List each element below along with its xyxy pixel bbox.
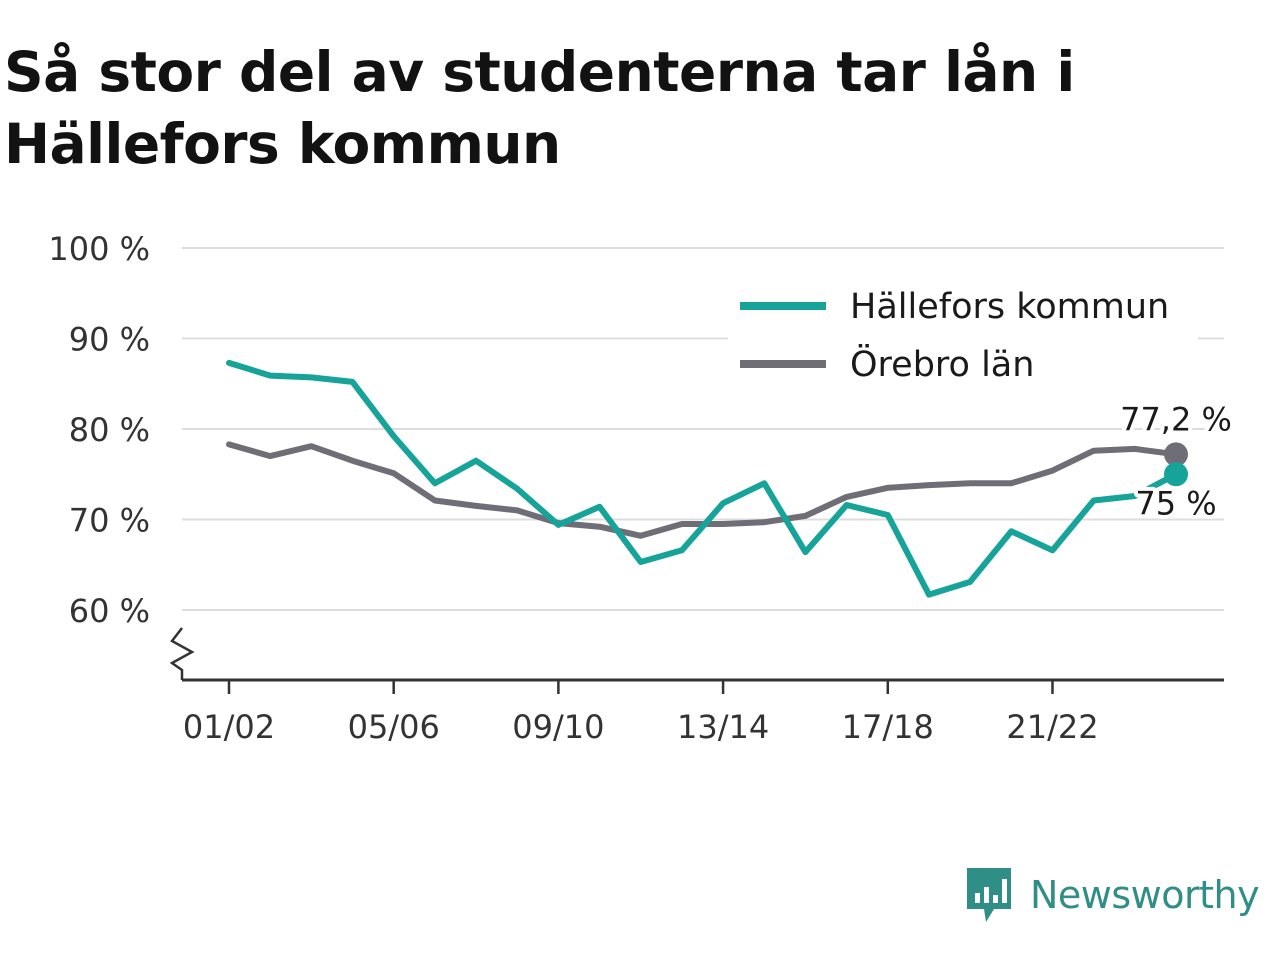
brand-name: Newsworthy: [1030, 873, 1260, 917]
legend-background: [728, 276, 1198, 398]
legend: Hällefors kommun Örebro län: [728, 276, 1198, 398]
series-line-orebro: [226, 441, 1179, 539]
axes: [169, 627, 1224, 682]
x-axis-ticks: 01/02 05/06 09/10 13/14 17/18 21/22: [183, 680, 1099, 746]
y-tick-label: 60 %: [69, 592, 150, 630]
x-tick-label: 21/22: [1006, 708, 1098, 746]
end-value-label: 77,2 %: [1120, 400, 1232, 438]
end-marker-orebro: [1164, 442, 1188, 467]
chart-title: Så stor del av studenterna tar lån i Häl…: [4, 40, 1075, 176]
end-marker-hallefors: [1164, 462, 1188, 487]
axis-break-icon: [169, 627, 195, 680]
x-tick-label: 09/10: [512, 708, 604, 746]
x-tick-label: 13/14: [677, 708, 769, 746]
y-tick-label: 100 %: [48, 230, 150, 268]
series-end-markers: 75 % 77,2 %: [1116, 396, 1236, 526]
x-tick-label: 01/02: [183, 708, 275, 746]
series-line-hallefors: [226, 359, 1179, 598]
end-value-label: 75 %: [1135, 484, 1216, 522]
x-tick-label: 05/06: [348, 708, 440, 746]
x-tick-label: 17/18: [842, 708, 934, 746]
legend-label: Hällefors kommun: [850, 287, 1169, 327]
newsworthy-brand: Newsworthy: [964, 864, 1260, 926]
bar-chart-speech-bubble-icon: [967, 868, 1011, 922]
y-axis-tick-labels: 60 % 70 % 80 % 90 % 100 %: [48, 230, 150, 630]
y-tick-label: 80 %: [69, 411, 150, 449]
y-tick-label: 90 %: [69, 321, 150, 359]
legend-label: Örebro län: [850, 343, 1034, 385]
y-tick-label: 70 %: [69, 502, 150, 540]
series-lines: [226, 359, 1179, 598]
